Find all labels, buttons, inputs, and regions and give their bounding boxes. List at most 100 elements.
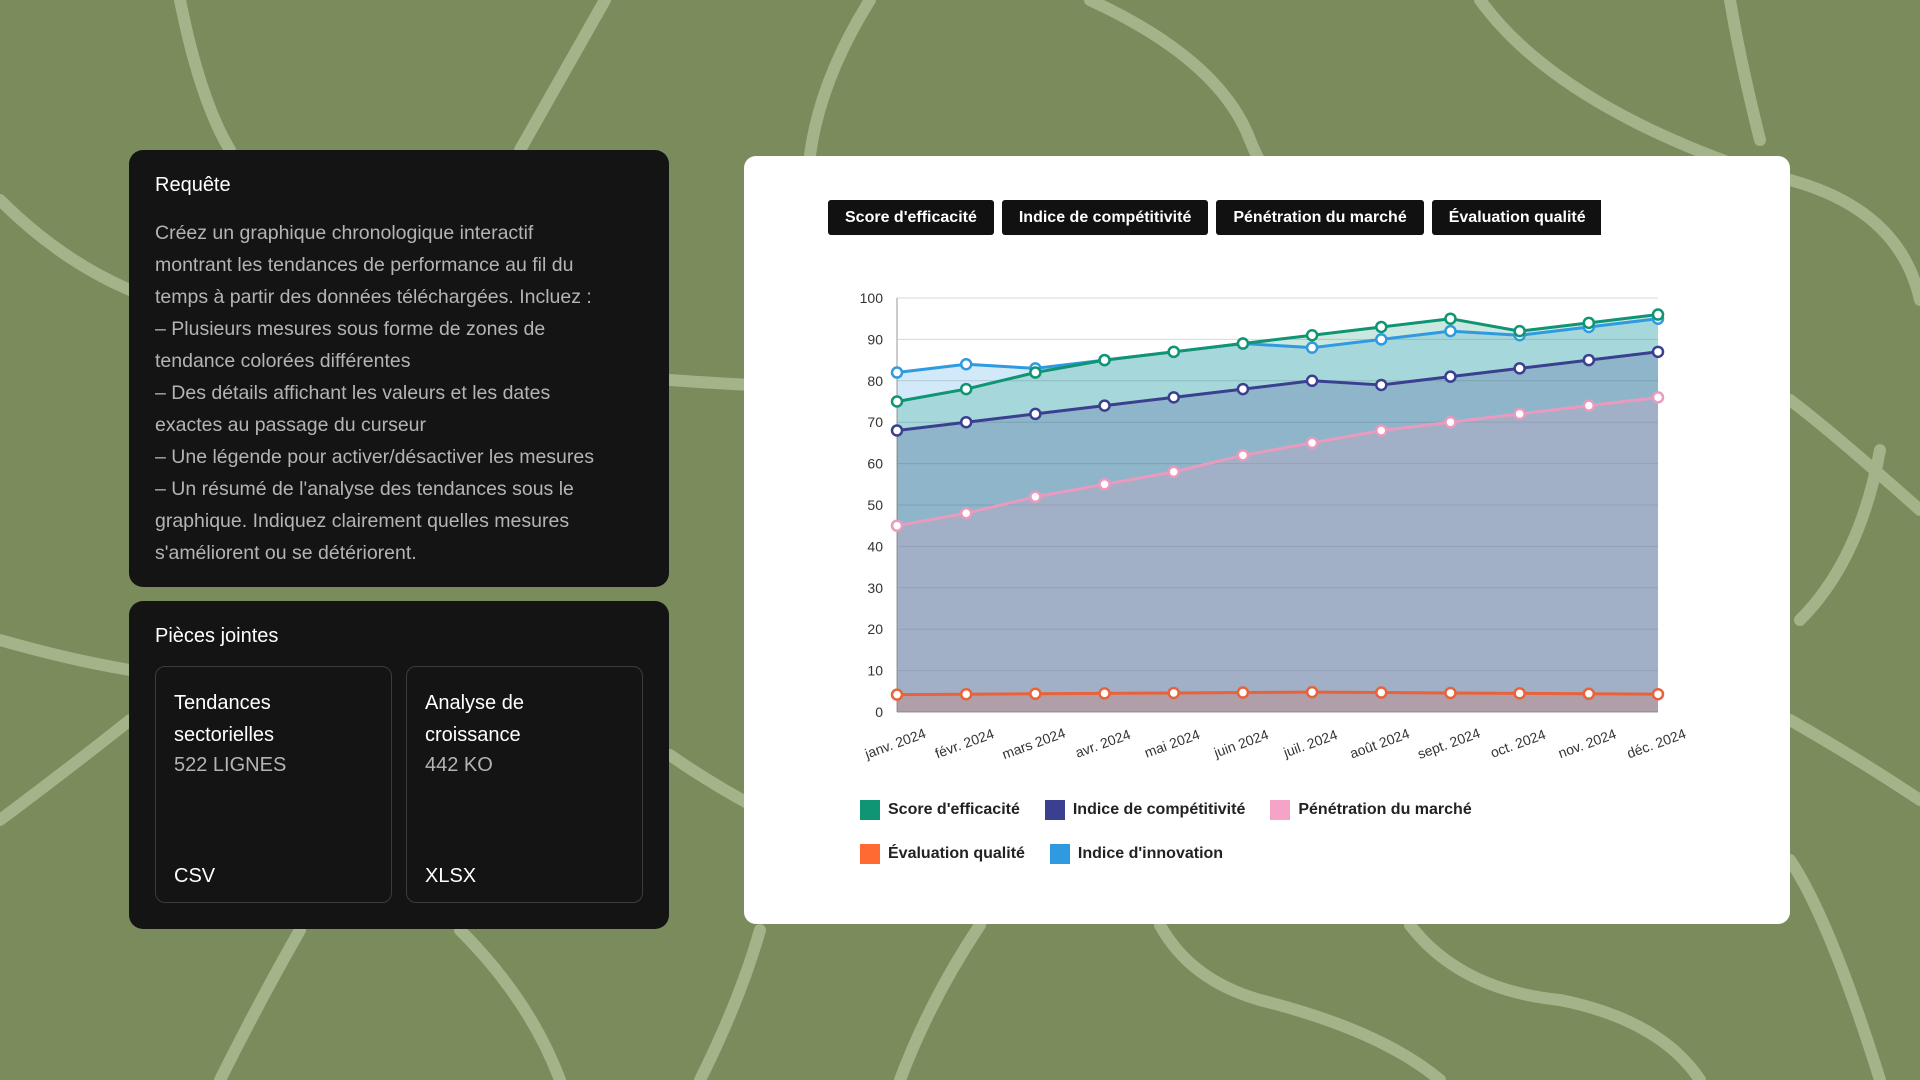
data-point <box>1513 324 1526 338</box>
y-tick-label: 50 <box>867 497 883 513</box>
attachment-name: Analyse de <box>425 692 524 714</box>
y-tick-label: 60 <box>867 456 883 472</box>
data-point <box>1305 329 1319 342</box>
x-tick-label: janv. 2024 <box>862 725 928 762</box>
attachments-grid: Tendances sectorielles 522 LIGNES CSV An… <box>155 666 643 903</box>
x-tick-label: oct. 2024 <box>1488 726 1548 761</box>
request-panel: Requête Créez un graphique chronologique… <box>129 150 669 587</box>
request-line: – Un résumé de l'analyse des tendances s… <box>155 478 574 500</box>
data-point <box>1513 687 1526 700</box>
series-line <box>896 317 1659 375</box>
data-point <box>1029 687 1042 701</box>
y-tick-label: 100 <box>860 290 884 306</box>
data-point <box>959 357 973 371</box>
legend-label: Score d'efficacité <box>888 801 1020 818</box>
tab-score-efficacite[interactable]: Score d'efficacité <box>828 200 994 235</box>
request-line: tendance colorées différentes <box>155 350 411 372</box>
request-line: graphique. Indiquez clairement quelles m… <box>155 510 570 532</box>
attachment-size: 442 KO <box>425 754 493 776</box>
series-area <box>897 318 1658 712</box>
data-point <box>890 688 904 701</box>
attachment-size: 522 LIGNES <box>174 754 287 776</box>
legend-swatch <box>1049 844 1070 864</box>
attachment-type: XLSX <box>425 865 477 887</box>
data-point <box>1375 686 1388 699</box>
data-point <box>1375 320 1388 334</box>
y-tick-label: 30 <box>867 580 883 596</box>
attachment-card-xlsx[interactable]: Analyse de croissance 442 KO XLSX <box>406 666 643 903</box>
y-tick-label: 90 <box>867 331 883 347</box>
data-point <box>890 519 904 532</box>
data-point <box>890 366 904 379</box>
x-tick-label: août 2024 <box>1348 725 1412 761</box>
data-point <box>1375 378 1388 392</box>
series-line <box>896 690 1659 697</box>
legend-row: Score d'efficacité Indice de compétitivi… <box>860 798 1560 822</box>
data-point <box>959 382 973 396</box>
x-tick-label: sept. 2024 <box>1415 725 1482 762</box>
request-line: Créez un graphique chronologique interac… <box>155 222 534 244</box>
x-tick-label: mai 2024 <box>1142 726 1202 761</box>
data-point <box>959 687 973 701</box>
legend-swatch <box>1270 800 1291 820</box>
attachment-card-csv[interactable]: Tendances sectorielles 522 LIGNES CSV <box>155 666 392 903</box>
legend-swatch <box>860 844 880 864</box>
series-line <box>896 313 1659 403</box>
data-point <box>1651 687 1665 701</box>
y-tick-label: 0 <box>875 704 883 720</box>
data-point <box>1513 407 1526 421</box>
data-point <box>1582 687 1596 701</box>
metric-tabs: Score d'efficacité Indice de compétitivit… <box>828 200 1601 236</box>
x-tick-label: déc. 2024 <box>1625 725 1688 761</box>
data-point <box>1375 333 1388 346</box>
data-point <box>1513 362 1526 375</box>
data-point <box>959 415 973 429</box>
attachment-name: Tendances <box>174 692 271 714</box>
request-line: – Plusieurs mesures sous forme de zones … <box>155 318 546 340</box>
attachments-title: Pièces jointes <box>155 625 279 647</box>
legend-item-indice-innovation[interactable]: Indice d'innovation <box>1049 842 1223 866</box>
data-point <box>1582 353 1596 367</box>
data-point <box>1444 324 1457 338</box>
x-tick-label: nov. 2024 <box>1556 725 1618 761</box>
y-tick-label: 20 <box>867 621 883 637</box>
data-point <box>1444 686 1457 700</box>
attachment-name: sectorielles <box>174 724 275 746</box>
legend-label: Indice de compétitivité <box>1072 801 1246 818</box>
x-tick-label: févr. 2024 <box>933 725 996 761</box>
request-title: Requête <box>155 174 231 196</box>
data-point <box>1305 374 1319 388</box>
series-area <box>897 692 1658 712</box>
data-point <box>1167 345 1180 359</box>
data-point <box>1305 341 1319 354</box>
tab-evaluation-qualite[interactable]: Évaluation qualité <box>1431 200 1601 235</box>
attachment-type: CSV <box>174 865 216 887</box>
legend-item-evaluation-qualite[interactable]: Évaluation qualité <box>860 842 1025 866</box>
request-line: montrant les tendances de performance au… <box>155 254 574 276</box>
timeline-chart: 0 10 20 30 40 50 60 70 80 90 100 janv. 2024 févr. 20… <box>860 290 1688 762</box>
data-point <box>1305 436 1319 450</box>
data-point <box>1444 370 1457 383</box>
legend-item-score-efficacite[interactable]: Score d'efficacité <box>860 798 1020 822</box>
legend-row: Évaluation qualité Indice d'innovation <box>860 842 1560 866</box>
series-area <box>897 351 1658 712</box>
y-tick-label: 40 <box>867 538 883 554</box>
data-point <box>1582 316 1596 330</box>
data-point <box>1582 399 1596 412</box>
legend-item-indice-competitivite[interactable]: Indice de compétitivité <box>1044 798 1246 822</box>
data-point <box>959 507 973 520</box>
x-tick-label: juil. 2024 <box>1280 726 1339 761</box>
request-body: Créez un graphique chronologique interac… <box>155 217 643 569</box>
y-tick-label: 80 <box>867 373 883 389</box>
legend-item-penetration-marche[interactable]: Pénétration du marché <box>1270 798 1472 822</box>
data-point <box>1098 478 1111 491</box>
data-point <box>1651 391 1665 404</box>
series-line <box>896 395 1659 528</box>
tab-penetration-marche[interactable]: Pénétration du marché <box>1216 200 1424 235</box>
data-point <box>1305 685 1319 699</box>
request-line: s'améliorent ou se détériorent. <box>155 542 417 564</box>
tab-indice-competitivite[interactable]: Indice de compétitivité <box>1001 200 1209 235</box>
x-tick-label: mars 2024 <box>1000 724 1068 762</box>
x-tick-label: avr. 2024 <box>1073 726 1133 761</box>
legend-swatch <box>860 800 880 820</box>
